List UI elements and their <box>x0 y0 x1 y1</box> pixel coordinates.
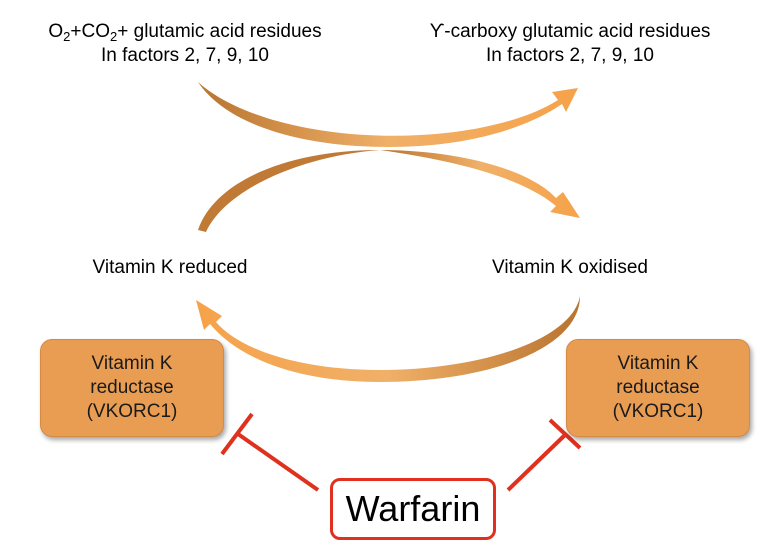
substrates-line2: In factors 2, 7, 9, 10 <box>101 45 269 66</box>
inhibitor-bar-left <box>220 412 254 456</box>
products-line2: In factors 2, 7, 9, 10 <box>486 45 654 66</box>
bottom-arc-arrow <box>196 296 580 382</box>
vitamin-k-oxidised-label: Vitamin K oxidised <box>492 257 648 278</box>
products-label: ϒ-carboxy glutamic acid residues In fact… <box>380 20 760 68</box>
top-arc-arrow <box>198 82 578 147</box>
inhibitor-bar-right <box>548 418 582 450</box>
inhibitor-line-left <box>236 432 320 492</box>
enzyme-right-line2: reductase <box>616 377 700 398</box>
warfarin-label: Warfarin <box>345 488 481 529</box>
enzyme-box-left: Vitamin K reductase (VKORC1) <box>40 339 224 437</box>
enzyme-box-right: Vitamin K reductase (VKORC1) <box>566 339 750 437</box>
substrates-line1: O2+CO2+ glutamic acid residues <box>48 21 322 44</box>
enzyme-left-line2: reductase <box>90 377 174 398</box>
substrates-label: O2+CO2+ glutamic acid residues In factor… <box>0 20 370 68</box>
vitamin-k-reduced-label: Vitamin K reduced <box>92 257 248 278</box>
warfarin-box: Warfarin <box>330 478 496 540</box>
enzyme-right-line1: Vitamin K <box>617 353 699 374</box>
inhibitor-line-right <box>506 432 568 492</box>
enzyme-left-line3: (VKORC1) <box>86 401 178 422</box>
middle-arc-arrow-left <box>198 150 380 232</box>
enzyme-right-line3: (VKORC1) <box>612 401 704 422</box>
middle-arc-arrow-right <box>380 150 580 218</box>
enzyme-left-line1: Vitamin K <box>91 353 173 374</box>
products-line1: ϒ-carboxy glutamic acid residues <box>429 21 711 42</box>
